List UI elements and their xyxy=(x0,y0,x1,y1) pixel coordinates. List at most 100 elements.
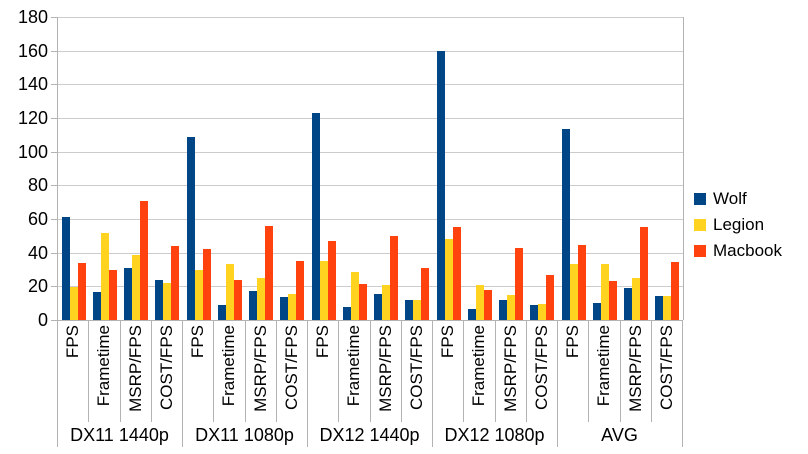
bar-macbook xyxy=(483,289,492,320)
bar-macbook xyxy=(577,245,586,320)
bar-legion xyxy=(288,293,297,320)
y-tick-mark xyxy=(51,50,57,52)
metric-label: COST/FPS xyxy=(151,325,182,423)
metric-label-text: FPS xyxy=(63,325,83,359)
group-label: DX12 1440p xyxy=(319,425,420,445)
bar-wolf xyxy=(342,306,351,320)
cell-separator xyxy=(244,320,246,422)
metric-label: MSRP/FPS xyxy=(120,325,151,423)
bar-wolf xyxy=(155,279,164,320)
metric-label: MSRP/FPS xyxy=(370,325,401,423)
y-tick-label: 120 xyxy=(17,108,48,128)
bar-macbook xyxy=(546,274,555,320)
bar-macbook xyxy=(108,270,117,320)
y-tick-label: 0 xyxy=(37,310,48,330)
bar-legion xyxy=(569,264,578,320)
bar-legion xyxy=(163,282,172,320)
group-separator xyxy=(57,320,58,447)
y-tick-label: 140 xyxy=(17,74,48,95)
bar-legion xyxy=(663,295,672,320)
metric-label-text: COST/FPS xyxy=(656,325,676,411)
group-separator xyxy=(432,320,433,447)
y-tick-label: 80 xyxy=(27,175,48,196)
metric-label: MSRP/FPS xyxy=(620,325,651,423)
cell-separator xyxy=(619,320,621,422)
y-tick-mark xyxy=(51,84,57,86)
metric-label: COST/FPS xyxy=(401,325,432,423)
legend-swatch-wolf xyxy=(694,192,706,205)
metric-label: FPS xyxy=(307,325,338,423)
bar-wolf xyxy=(405,299,414,320)
metric-label-text: FPS xyxy=(313,325,333,359)
cell-separator xyxy=(463,320,465,422)
legend-label: Legion xyxy=(713,215,765,234)
metric-label: COST/FPS xyxy=(526,325,557,423)
bar-legion xyxy=(444,239,453,320)
legend-item: Legion xyxy=(694,216,782,233)
bar-legion xyxy=(538,304,547,320)
bar-wolf xyxy=(124,267,133,320)
cell-separator xyxy=(525,320,527,422)
legend-item: Wolf xyxy=(694,190,782,207)
group-label: AVG xyxy=(601,425,638,445)
gridline xyxy=(58,286,683,288)
bar-wolf xyxy=(530,304,539,320)
legend-item: Macbook xyxy=(694,242,782,259)
bar-legion xyxy=(69,287,78,320)
bar-macbook xyxy=(296,261,305,320)
gridline xyxy=(58,50,683,52)
metric-label-text: Frametime xyxy=(594,325,614,407)
gridline xyxy=(58,17,683,18)
group-separator xyxy=(307,320,308,447)
metric-label: Frametime xyxy=(588,325,619,423)
bar-macbook xyxy=(202,249,211,320)
bar-macbook xyxy=(233,279,242,320)
cell-separator xyxy=(400,320,402,422)
metric-label: MSRP/FPS xyxy=(495,325,526,423)
bar-wolf xyxy=(249,291,258,320)
metric-label-text: COST/FPS xyxy=(406,325,426,411)
bar-macbook xyxy=(515,247,524,320)
group-separator xyxy=(682,320,683,447)
bar-legion xyxy=(507,294,516,320)
y-tick-label: 180 xyxy=(17,7,48,27)
metric-label-text: MSRP/FPS xyxy=(250,325,270,412)
bar-macbook xyxy=(452,227,461,320)
bar-wolf xyxy=(61,217,70,320)
bar-macbook xyxy=(77,262,86,320)
y-tick-mark xyxy=(51,151,57,153)
bar-macbook xyxy=(265,225,274,320)
metric-label-text: Frametime xyxy=(219,325,239,407)
cell-separator xyxy=(119,320,121,422)
metric-label-text: COST/FPS xyxy=(281,325,301,411)
bar-macbook xyxy=(327,240,336,320)
y-tick-label: 40 xyxy=(27,242,48,263)
cell-separator xyxy=(650,320,652,422)
metric-label-text: FPS xyxy=(563,325,583,359)
y-tick-mark xyxy=(51,252,57,254)
metric-label: Frametime xyxy=(213,325,244,423)
bar-legion xyxy=(382,285,391,320)
metric-label-text: MSRP/FPS xyxy=(375,325,395,412)
bar-legion xyxy=(413,299,422,320)
y-tick-mark xyxy=(51,219,57,220)
bar-macbook xyxy=(390,235,399,320)
y-tick-mark xyxy=(51,118,57,119)
y-tick-label: 20 xyxy=(27,276,48,297)
metric-label-text: COST/FPS xyxy=(156,325,176,411)
metric-label-text: MSRP/FPS xyxy=(625,325,645,412)
bar-legion xyxy=(194,269,203,320)
y-tick-mark xyxy=(51,320,57,321)
metric-label-text: Frametime xyxy=(344,325,364,407)
bar-legion xyxy=(257,277,266,320)
bar-wolf xyxy=(92,292,101,320)
metric-label: MSRP/FPS xyxy=(245,325,276,423)
legend: Wolf Legion Macbook xyxy=(694,190,782,268)
bar-legion xyxy=(600,263,609,320)
bar-wolf xyxy=(467,309,476,320)
gridline xyxy=(58,151,683,153)
metric-label: FPS xyxy=(182,325,213,423)
bar-wolf xyxy=(280,297,289,320)
metric-label: Frametime xyxy=(338,325,369,423)
